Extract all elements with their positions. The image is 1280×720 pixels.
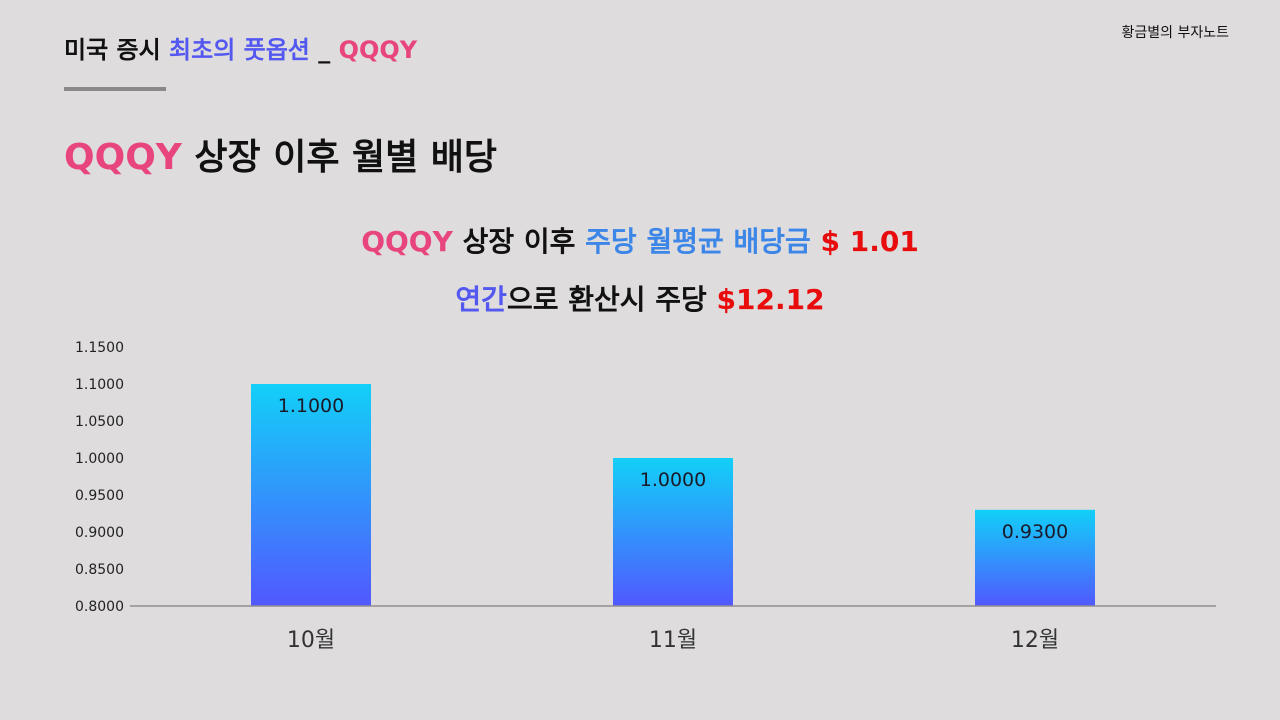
summary-line-2: 연간으로 환산시 주당 $12.12 [0, 278, 1280, 318]
title-divider [64, 87, 166, 91]
bar-3 [975, 509, 1095, 606]
heading-text: 상장 이후 월별 배당 [181, 137, 497, 178]
y-tick-label: 1.1000 [75, 377, 124, 393]
x-category-label: 12월 [1011, 628, 1059, 653]
data-label-1: 1.1000 [278, 395, 344, 417]
y-tick-label: 0.8000 [75, 599, 124, 615]
y-tick-label: 0.9000 [75, 525, 124, 541]
data-label-2: 1.0000 [640, 469, 706, 491]
y-tick-label: 0.8500 [75, 562, 124, 578]
title-part-1: 미국 증시 [64, 36, 170, 64]
x-category-label: 11월 [649, 628, 697, 653]
summary-value-1: $ 1.01 [810, 225, 919, 258]
y-tick-label: 1.1500 [75, 340, 124, 356]
y-tick-label: 1.0500 [75, 414, 124, 430]
data-label-3: 0.9300 [1002, 521, 1068, 543]
summary-line-1: QQQY 상장 이후 주당 월평균 배당금 $ 1.01 [0, 220, 1280, 260]
page-title: 미국 증시 최초의 풋옵션 _ QQQY [64, 30, 417, 65]
bar-1 [251, 384, 371, 606]
title-part-3: _ [309, 36, 339, 64]
summary-label-2: 연간 [455, 283, 507, 316]
brand-label: 황금별의 부자노트 [1121, 25, 1230, 41]
title-part-2: 최초의 풋옵션 [169, 36, 310, 64]
y-tick-label: 1.0000 [75, 451, 124, 467]
summary-value-2: $12.12 [716, 283, 825, 316]
summary-mid-1: 상장 이후 [452, 225, 586, 258]
bar-2 [613, 458, 733, 606]
section-heading: QQQY 상장 이후 월별 배당 [64, 128, 497, 180]
title-part-4: QQQY [338, 36, 418, 64]
x-category-label: 10월 [287, 628, 335, 653]
summary-ticker: QQQY [361, 225, 453, 258]
heading-ticker: QQQY [64, 137, 182, 178]
summary-label-1: 주당 월평균 배당금 [585, 225, 811, 258]
summary-mid-2: 으로 환산시 주당 [506, 283, 717, 316]
y-tick-label: 0.9500 [75, 488, 124, 504]
